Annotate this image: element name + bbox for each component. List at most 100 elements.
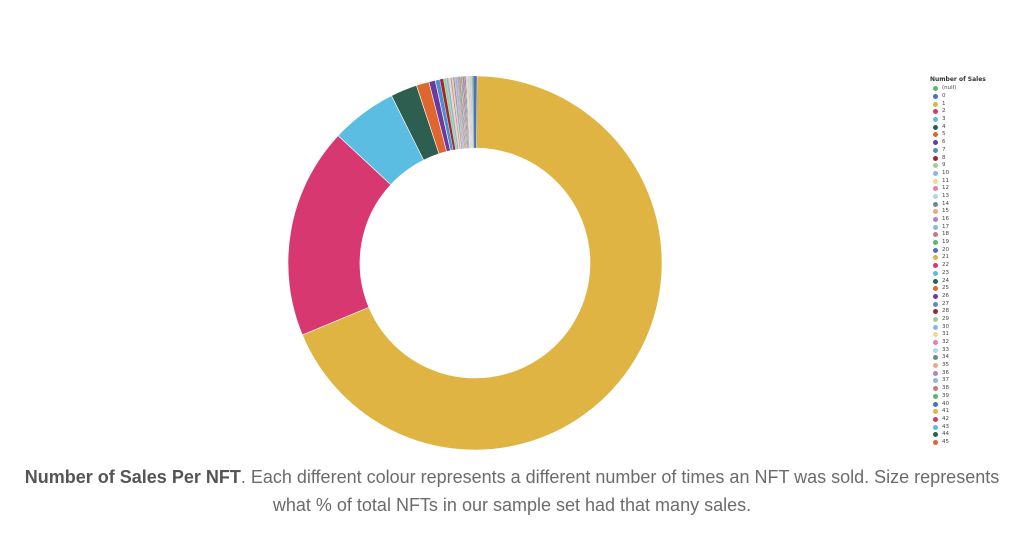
legend-swatch (933, 193, 938, 199)
legend-label: 4 (942, 123, 946, 130)
legend-label: 13 (942, 192, 949, 199)
legend-item-44: 44 (930, 431, 1010, 439)
legend-item-5: 5 (930, 131, 1010, 139)
legend-swatch (933, 94, 938, 100)
legend-item-32: 32 (930, 339, 1010, 347)
legend-swatch (933, 332, 938, 338)
legend-swatch (933, 347, 938, 353)
legend-item-43: 43 (930, 423, 1010, 431)
legend-swatch (933, 401, 938, 407)
legend-swatch (933, 286, 938, 292)
legend-label: 17 (942, 223, 949, 230)
legend-label: 5 (942, 131, 946, 138)
legend-swatch (933, 355, 938, 361)
legend-label: 34 (942, 354, 949, 361)
legend-item-28: 28 (930, 308, 1010, 316)
legend-item-18: 18 (930, 231, 1010, 239)
legend-label: 30 (942, 323, 949, 330)
legend-label: 18 (942, 231, 949, 238)
legend-swatch (933, 424, 938, 430)
legend-swatch (933, 209, 938, 215)
legend-item-41: 41 (930, 408, 1010, 416)
legend-item-23: 23 (930, 270, 1010, 278)
legend-item-30: 30 (930, 323, 1010, 331)
legend-item-6: 6 (930, 139, 1010, 147)
legend-label: 12 (942, 185, 949, 192)
legend-item-22: 22 (930, 262, 1010, 270)
legend-label: 27 (942, 300, 949, 307)
legend-swatch (933, 140, 938, 146)
legend-swatch (933, 109, 938, 115)
legend-swatch (933, 255, 938, 261)
legend-swatch (933, 393, 938, 399)
legend-item-2: 2 (930, 108, 1010, 116)
legend-item-7: 7 (930, 147, 1010, 155)
legend-swatch (933, 316, 938, 322)
legend-swatch (933, 386, 938, 392)
legend-swatch (933, 232, 938, 238)
legend-swatch (933, 186, 938, 192)
legend-label: 21 (942, 254, 949, 261)
legend-swatch (933, 247, 938, 253)
legend-item-1: 1 (930, 100, 1010, 108)
legend-label: 38 (942, 385, 949, 392)
legend-swatch (933, 370, 938, 376)
chart-legend: Number of Sales (null) 0 1 2 3 4 5 6 7 8 9 10 11 12 13… (930, 75, 1010, 446)
caption-bold-title: Number of Sales Per NFT (24, 467, 241, 487)
legend-label: 24 (942, 277, 949, 284)
legend-label: 28 (942, 308, 949, 315)
legend-item-20: 20 (930, 246, 1010, 254)
legend-item-42: 42 (930, 416, 1010, 424)
legend-swatch (933, 117, 938, 123)
legend-label: 22 (942, 262, 949, 269)
legend-item-35: 35 (930, 362, 1010, 370)
legend-swatch (933, 155, 938, 161)
legend-swatch (933, 416, 938, 422)
legend-label: 10 (942, 169, 949, 176)
legend-swatch (933, 178, 938, 184)
legend-swatch (933, 86, 938, 92)
legend-label: 15 (942, 208, 949, 215)
legend-swatch (933, 124, 938, 130)
legend-label: 43 (942, 423, 949, 430)
legend-swatch (933, 293, 938, 299)
legend-swatch (933, 132, 938, 138)
legend-items: (null) 0 1 2 3 4 5 6 7 8 9 10 11 12 13 14 15 16 17 18 19 20 21… (930, 85, 1010, 446)
legend-swatch (933, 201, 938, 207)
legend-label: 26 (942, 292, 949, 299)
legend-label: 39 (942, 392, 949, 399)
legend-swatch (933, 278, 938, 284)
caption-text: . Each different colour represents a dif… (240, 467, 1000, 515)
legend-item-17: 17 (930, 223, 1010, 231)
legend-item-16: 16 (930, 216, 1010, 224)
legend-item-33: 33 (930, 346, 1010, 354)
legend-item-11: 11 (930, 177, 1010, 185)
legend-label: 14 (942, 200, 949, 207)
legend-item-9: 9 (930, 162, 1010, 170)
legend-swatch (933, 324, 938, 330)
legend-label: (null) (942, 85, 957, 92)
legend-item-4: 4 (930, 123, 1010, 131)
legend-swatch (933, 439, 938, 445)
legend-label: 9 (942, 162, 946, 169)
legend-item-14: 14 (930, 200, 1010, 208)
figure-caption: Number of Sales Per NFT. Each different … (20, 463, 1004, 519)
legend-label: 11 (942, 177, 949, 184)
legend-swatch (933, 378, 938, 384)
legend-swatch (933, 263, 938, 269)
legend-swatch (933, 170, 938, 176)
legend-label: 7 (942, 146, 946, 153)
legend-swatch (933, 363, 938, 369)
legend-label: 16 (942, 216, 949, 223)
legend-label: 36 (942, 369, 949, 376)
donut-chart (287, 75, 663, 451)
legend-label: 20 (942, 246, 949, 253)
donut-slice-0 (473, 75, 478, 149)
legend-item-27: 27 (930, 300, 1010, 308)
legend-label: 6 (942, 139, 946, 146)
legend-swatch (933, 432, 938, 438)
legend-item-38: 38 (930, 385, 1010, 393)
legend-label: 44 (942, 431, 949, 438)
legend-item-39: 39 (930, 393, 1010, 401)
legend-label: 29 (942, 315, 949, 322)
